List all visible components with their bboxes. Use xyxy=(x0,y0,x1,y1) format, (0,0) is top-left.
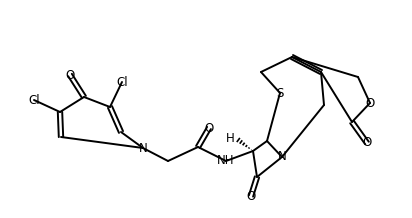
Text: O: O xyxy=(365,97,375,109)
Text: S: S xyxy=(276,87,284,99)
Text: Cl: Cl xyxy=(116,75,128,89)
Text: O: O xyxy=(246,189,255,203)
Text: O: O xyxy=(66,68,75,82)
Text: O: O xyxy=(363,136,372,150)
Text: H: H xyxy=(226,133,234,145)
Text: Cl: Cl xyxy=(28,94,40,107)
Text: N: N xyxy=(278,150,286,164)
Text: N: N xyxy=(138,141,147,155)
Text: NH: NH xyxy=(217,155,235,167)
Text: O: O xyxy=(204,121,214,135)
